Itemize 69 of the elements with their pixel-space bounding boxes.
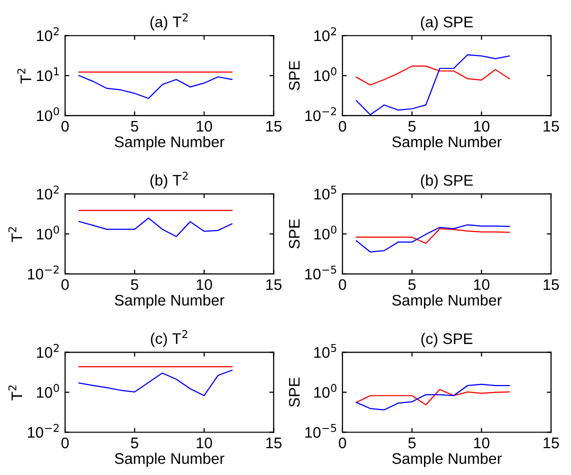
line-series <box>356 228 510 244</box>
line-series <box>356 224 510 252</box>
x-tick-label: 5 <box>130 121 138 132</box>
y-tick-label: 10$^{−2}$ <box>305 107 336 122</box>
y-tick-label: 10$^{0}$ <box>36 384 60 398</box>
line-series <box>356 66 510 86</box>
line-series <box>78 75 232 99</box>
x-tick-label: 5 <box>408 121 416 132</box>
y-tick-label: 10$^{1}$ <box>36 67 59 82</box>
x-tick-label: 5 <box>130 438 138 448</box>
chart-title: (a) T$^{2}$ <box>150 13 188 30</box>
y-tick-label: 10$^{−2}$ <box>28 424 59 438</box>
x-tick-label: 10 <box>474 279 490 290</box>
x-tick-label: 0 <box>61 279 69 290</box>
y-tick-label: 10$^{−2}$ <box>28 266 59 280</box>
y-axis-title: T$^{2}$ <box>8 385 22 400</box>
line-series <box>356 54 510 116</box>
y-axis-title: SPE <box>288 378 300 407</box>
x-tick-label: 0 <box>61 120 69 132</box>
line-series <box>356 388 510 406</box>
x-tick-label: 10 <box>474 438 490 448</box>
line-series <box>356 384 510 410</box>
y-tick-label: 10$^{5}$ <box>314 344 336 358</box>
chart-title: (c) SPE <box>421 332 472 348</box>
x-tick-label: 0 <box>338 279 346 290</box>
x-tick-label: 15 <box>266 279 282 290</box>
x-axis-title: Sample Number <box>392 294 502 309</box>
x-tick-label: 15 <box>544 121 559 132</box>
x-tick-label: 10 <box>474 120 490 132</box>
chart-title: (b) SPE <box>420 174 473 189</box>
y-tick-label: 10$^{0}$ <box>314 67 336 82</box>
chart-title: (c) T$^{2}$ <box>150 330 188 347</box>
x-axis-title: Sample Number <box>392 136 502 150</box>
y-tick-label: 10$^{0}$ <box>36 107 60 122</box>
y-tick-label: 10$^{−5}$ <box>305 266 336 280</box>
x-tick-label: 0 <box>338 438 346 448</box>
x-tick-label: 10 <box>196 438 212 448</box>
x-tick-label: 0 <box>338 120 346 132</box>
chart-title: (b) T$^{2}$ <box>150 172 188 189</box>
y-tick-label: 10$^{2}$ <box>36 186 59 200</box>
y-axis-title: SPE <box>288 60 300 90</box>
x-tick-label: 10 <box>196 120 212 132</box>
y-tick-label: 10$^{0}$ <box>36 226 60 240</box>
y-axis-title: T$^{2}$ <box>17 68 32 84</box>
x-axis-title: Sample Number <box>392 452 502 467</box>
x-tick-label: 15 <box>266 121 282 132</box>
x-tick-label: 0 <box>61 438 69 448</box>
x-tick-label: 10 <box>196 279 212 290</box>
line-series <box>78 218 232 238</box>
x-tick-label: 15 <box>266 438 282 448</box>
x-tick-label: 15 <box>544 438 559 448</box>
line-series <box>78 370 232 396</box>
x-tick-label: 15 <box>544 279 559 290</box>
y-tick-label: 10$^{0}$ <box>314 384 336 398</box>
y-axis-title: SPE <box>288 219 300 249</box>
y-tick-label: 10$^{2}$ <box>36 27 59 42</box>
y-axis-title: T$^{2}$ <box>8 227 22 242</box>
y-tick-label: 10$^{5}$ <box>314 186 336 200</box>
x-tick-label: 5 <box>130 279 138 290</box>
y-tick-label: 10$^{2}$ <box>36 344 59 358</box>
x-axis-title: Sample Number <box>114 452 224 467</box>
x-axis-title: Sample Number <box>114 136 224 150</box>
y-tick-label: 10$^{−5}$ <box>305 424 336 438</box>
x-tick-label: 5 <box>408 438 416 448</box>
x-axis-title: Sample Number <box>114 294 224 309</box>
x-tick-label: 5 <box>408 279 416 290</box>
y-tick-label: 10$^{0}$ <box>314 226 336 240</box>
chart-title: (a) SPE <box>420 16 473 30</box>
y-tick-label: 10$^{2}$ <box>314 27 336 42</box>
